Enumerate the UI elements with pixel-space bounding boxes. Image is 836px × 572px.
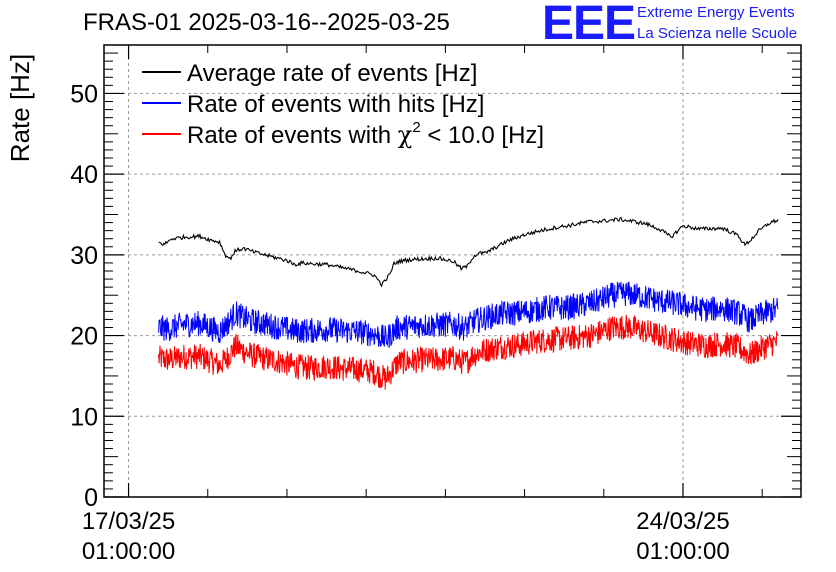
legend-label-hits: Rate of events with hits [Hz]: [187, 91, 484, 118]
x-tick-label: 01:00:00: [82, 538, 175, 565]
series-hits: [158, 281, 779, 349]
series-avg: [158, 216, 779, 288]
legend-label-chi2: Rate of events with χ2 < 10.0 [Hz]: [187, 119, 544, 149]
tick-marks: [104, 44, 801, 498]
y-axis-label: Rate [Hz]: [5, 54, 35, 162]
legend-label-avg: Average rate of events [Hz]: [187, 60, 477, 87]
logo-caption-2: La Scienza nelle Scuole: [637, 25, 798, 42]
tick-labels: 0 10 20 30 40 50 17/03/25 01:00:00 24/03/25 01:00…: [70, 80, 730, 565]
x-tick-label: 01:00:00: [636, 538, 729, 565]
x-tick-label: 17/03/25: [82, 508, 175, 535]
y-tick-label: 20: [70, 323, 98, 351]
y-tick-label: 30: [70, 242, 98, 270]
series-layer: [158, 216, 779, 390]
y-tick-label: 10: [70, 403, 98, 431]
chart-title: FRAS-01 2025-03-16--2025-03-25: [83, 9, 450, 36]
series-chi2: [158, 314, 779, 390]
legend: Average rate of events [Hz] Rate of event…: [142, 60, 544, 149]
y-tick-label: 0: [84, 484, 98, 512]
eee-logo: EEE: [542, 0, 636, 50]
y-tick-label: 50: [70, 80, 98, 108]
logo-caption-1: Extreme Energy Events: [637, 4, 795, 21]
y-tick-label: 40: [70, 161, 98, 189]
x-tick-label: 24/03/25: [636, 508, 729, 535]
